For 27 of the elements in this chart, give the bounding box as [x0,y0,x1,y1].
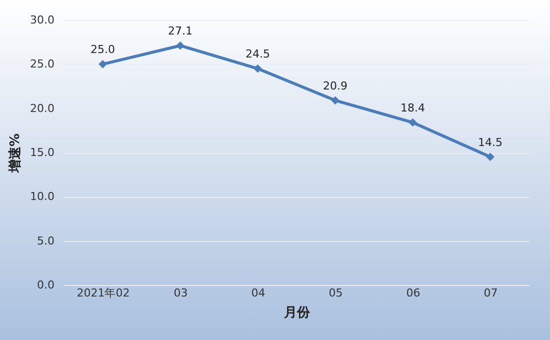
point [98,60,107,68]
data-label: 27.1 [168,24,192,38]
point [176,41,184,50]
y-tick-label: 15.0 [30,146,54,159]
y-tick-label: 0.0 [37,278,54,292]
x-axis-title: 月份 [283,306,311,320]
y-tick-label: 30.0 [30,14,54,26]
x-tick-label: 06 [406,286,420,300]
point [408,118,417,127]
x-tick-label: 05 [328,286,343,300]
point [254,64,262,73]
y-tick-label: 25.0 [30,58,54,71]
data-label: 14.5 [478,136,502,149]
x-tick-label: 03 [174,286,188,300]
data-label: 24.5 [246,48,270,61]
x-tick-label: 2021年02 [76,286,130,300]
y-axis-title: 增速% [8,133,24,174]
x-tick-label: 07 [484,286,498,300]
y-tick-label: 10.0 [30,190,54,204]
point [331,96,340,105]
y-tick-label: 5.0 [37,234,54,248]
data-label: 18.4 [400,101,425,114]
point [486,152,494,162]
data-label: 25.0 [90,43,115,56]
y-tick-label: 20.0 [30,102,54,115]
data-label: 20.9 [323,79,348,92]
x-tick-label: 04 [251,286,266,300]
